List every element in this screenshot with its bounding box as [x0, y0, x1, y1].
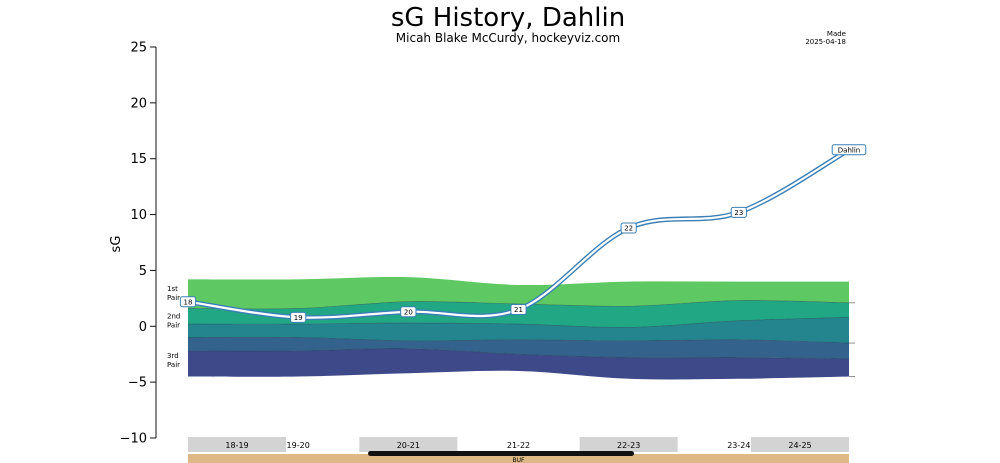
point-label: 20: [404, 308, 413, 316]
season-box: [188, 437, 286, 452]
y-tick-label: 25: [130, 41, 147, 56]
point-marker: [620, 222, 637, 234]
point-marker: [290, 311, 307, 323]
point-marker: [510, 304, 527, 316]
point-marker: [831, 144, 867, 156]
pair-band-4: [188, 337, 849, 359]
season-label: 20-21: [397, 441, 420, 450]
chart-subtitle: Micah Blake McCurdy, hockeyviz.com: [396, 31, 620, 45]
point-label: 18: [184, 298, 193, 306]
band-boundary-1: [187, 300, 850, 310]
point-label: 19: [294, 314, 303, 322]
season-label: 18-19: [225, 441, 248, 450]
season-box: [579, 437, 678, 452]
season-label: 19-20: [287, 441, 310, 450]
point-label: 22: [624, 225, 633, 233]
season-label: 23-24: [727, 441, 750, 450]
y-tick-label: 5: [139, 264, 147, 279]
band-boundary-3: [187, 336, 850, 344]
y-tick-label: −5: [128, 376, 147, 391]
season-label: 24-25: [788, 441, 811, 450]
y-tick-label: 10: [130, 208, 147, 223]
point-marker: [400, 306, 417, 318]
band-label-line2: Pair: [167, 361, 180, 369]
band-label-line1: 3rd: [167, 352, 179, 360]
band-label-line2: Pair: [167, 294, 180, 302]
team-bar: [188, 454, 849, 463]
point-marker: [179, 296, 197, 308]
band-label-line1: 1st: [167, 285, 178, 293]
point-marker: [730, 206, 747, 218]
point-label: 21: [514, 306, 523, 314]
band-label-line2: Pair: [167, 322, 180, 330]
pair-band-5: [188, 348, 849, 380]
dahlin-series: 18 19 20 21 22 23 Dahlin: [179, 144, 867, 323]
pair-band-1: [188, 276, 849, 309]
made-label: Made: [827, 30, 846, 38]
team-strip: BUF: [188, 454, 849, 463]
y-tick-label: 15: [130, 152, 147, 167]
point-label: Dahlin: [838, 146, 860, 154]
made-date: 2025-04-18: [805, 38, 846, 46]
y-tick-label: 0: [139, 320, 147, 335]
season-box: [751, 437, 849, 452]
y-tick-label: −10: [120, 432, 147, 447]
band-boundary-2: [187, 317, 850, 328]
point-label: 23: [734, 209, 743, 217]
y-tick-label: 20: [130, 96, 147, 111]
pair-bands: [187, 276, 855, 380]
season-strip: 18-19 19-20 20-21 21-22 22-23 23-24 24-25: [188, 437, 849, 452]
y-axis: 25 20 15 10 5 0 −5 −10: [120, 41, 157, 447]
pair-band-3: [188, 317, 849, 344]
season-box: [359, 437, 458, 452]
season-label: 21-22: [507, 441, 530, 450]
season-label: 22-23: [617, 441, 640, 450]
team-label: BUF: [513, 457, 526, 463]
band-boundary-4: [187, 348, 850, 359]
band-label-line1: 2nd: [167, 313, 180, 321]
scrollbar-handle[interactable]: [368, 451, 634, 456]
chart-title: sG History, Dahlin: [391, 3, 625, 33]
y-axis-label: sG: [109, 236, 124, 253]
